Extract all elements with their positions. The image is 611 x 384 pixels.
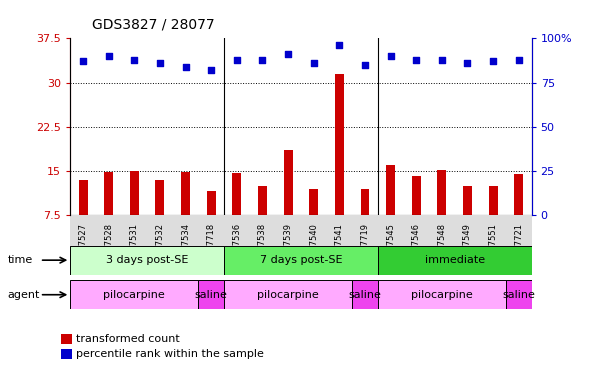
- Bar: [352, 280, 378, 309]
- Point: [334, 42, 344, 48]
- Bar: [155, 180, 164, 215]
- Bar: [284, 150, 293, 215]
- Point: [284, 51, 293, 57]
- Text: saline: saline: [195, 290, 228, 300]
- Text: agent: agent: [7, 290, 40, 300]
- Point: [360, 62, 370, 68]
- Text: percentile rank within the sample: percentile rank within the sample: [76, 349, 264, 359]
- Bar: [224, 246, 378, 275]
- Point: [232, 56, 242, 63]
- Bar: [506, 280, 532, 309]
- Bar: [70, 246, 224, 275]
- Bar: [386, 165, 395, 215]
- Point: [130, 56, 139, 63]
- Bar: [437, 170, 447, 215]
- Text: immediate: immediate: [425, 255, 485, 265]
- Bar: [514, 174, 523, 215]
- Text: pilocarpine: pilocarpine: [257, 290, 319, 300]
- Point: [181, 64, 191, 70]
- Bar: [489, 185, 497, 215]
- Point: [488, 58, 498, 65]
- Bar: [463, 185, 472, 215]
- Point: [104, 53, 114, 59]
- Bar: [378, 280, 506, 309]
- Bar: [70, 280, 199, 309]
- Point: [207, 67, 216, 73]
- Point: [386, 53, 395, 59]
- Point: [437, 56, 447, 63]
- Point: [411, 56, 421, 63]
- Point: [514, 56, 524, 63]
- Bar: [360, 189, 370, 215]
- Point: [258, 56, 268, 63]
- Bar: [224, 280, 352, 309]
- Bar: [199, 280, 224, 309]
- Bar: [309, 189, 318, 215]
- Bar: [104, 172, 113, 215]
- Bar: [130, 172, 139, 215]
- Point: [155, 60, 165, 66]
- Bar: [207, 192, 216, 215]
- Bar: [258, 185, 267, 215]
- Point: [309, 60, 318, 66]
- Bar: [412, 175, 421, 215]
- Text: time: time: [7, 255, 32, 265]
- Text: saline: saline: [348, 290, 381, 300]
- Text: saline: saline: [502, 290, 535, 300]
- Bar: [181, 172, 190, 215]
- Bar: [378, 246, 532, 275]
- Text: 3 days post-SE: 3 days post-SE: [106, 255, 188, 265]
- Text: transformed count: transformed count: [76, 334, 180, 344]
- Text: GDS3827 / 28077: GDS3827 / 28077: [92, 17, 214, 31]
- Bar: [79, 180, 87, 215]
- Text: 7 days post-SE: 7 days post-SE: [260, 255, 342, 265]
- Text: pilocarpine: pilocarpine: [103, 290, 165, 300]
- Bar: [232, 173, 241, 215]
- Text: pilocarpine: pilocarpine: [411, 290, 473, 300]
- Point: [78, 58, 88, 65]
- Point: [463, 60, 472, 66]
- Bar: [335, 74, 344, 215]
